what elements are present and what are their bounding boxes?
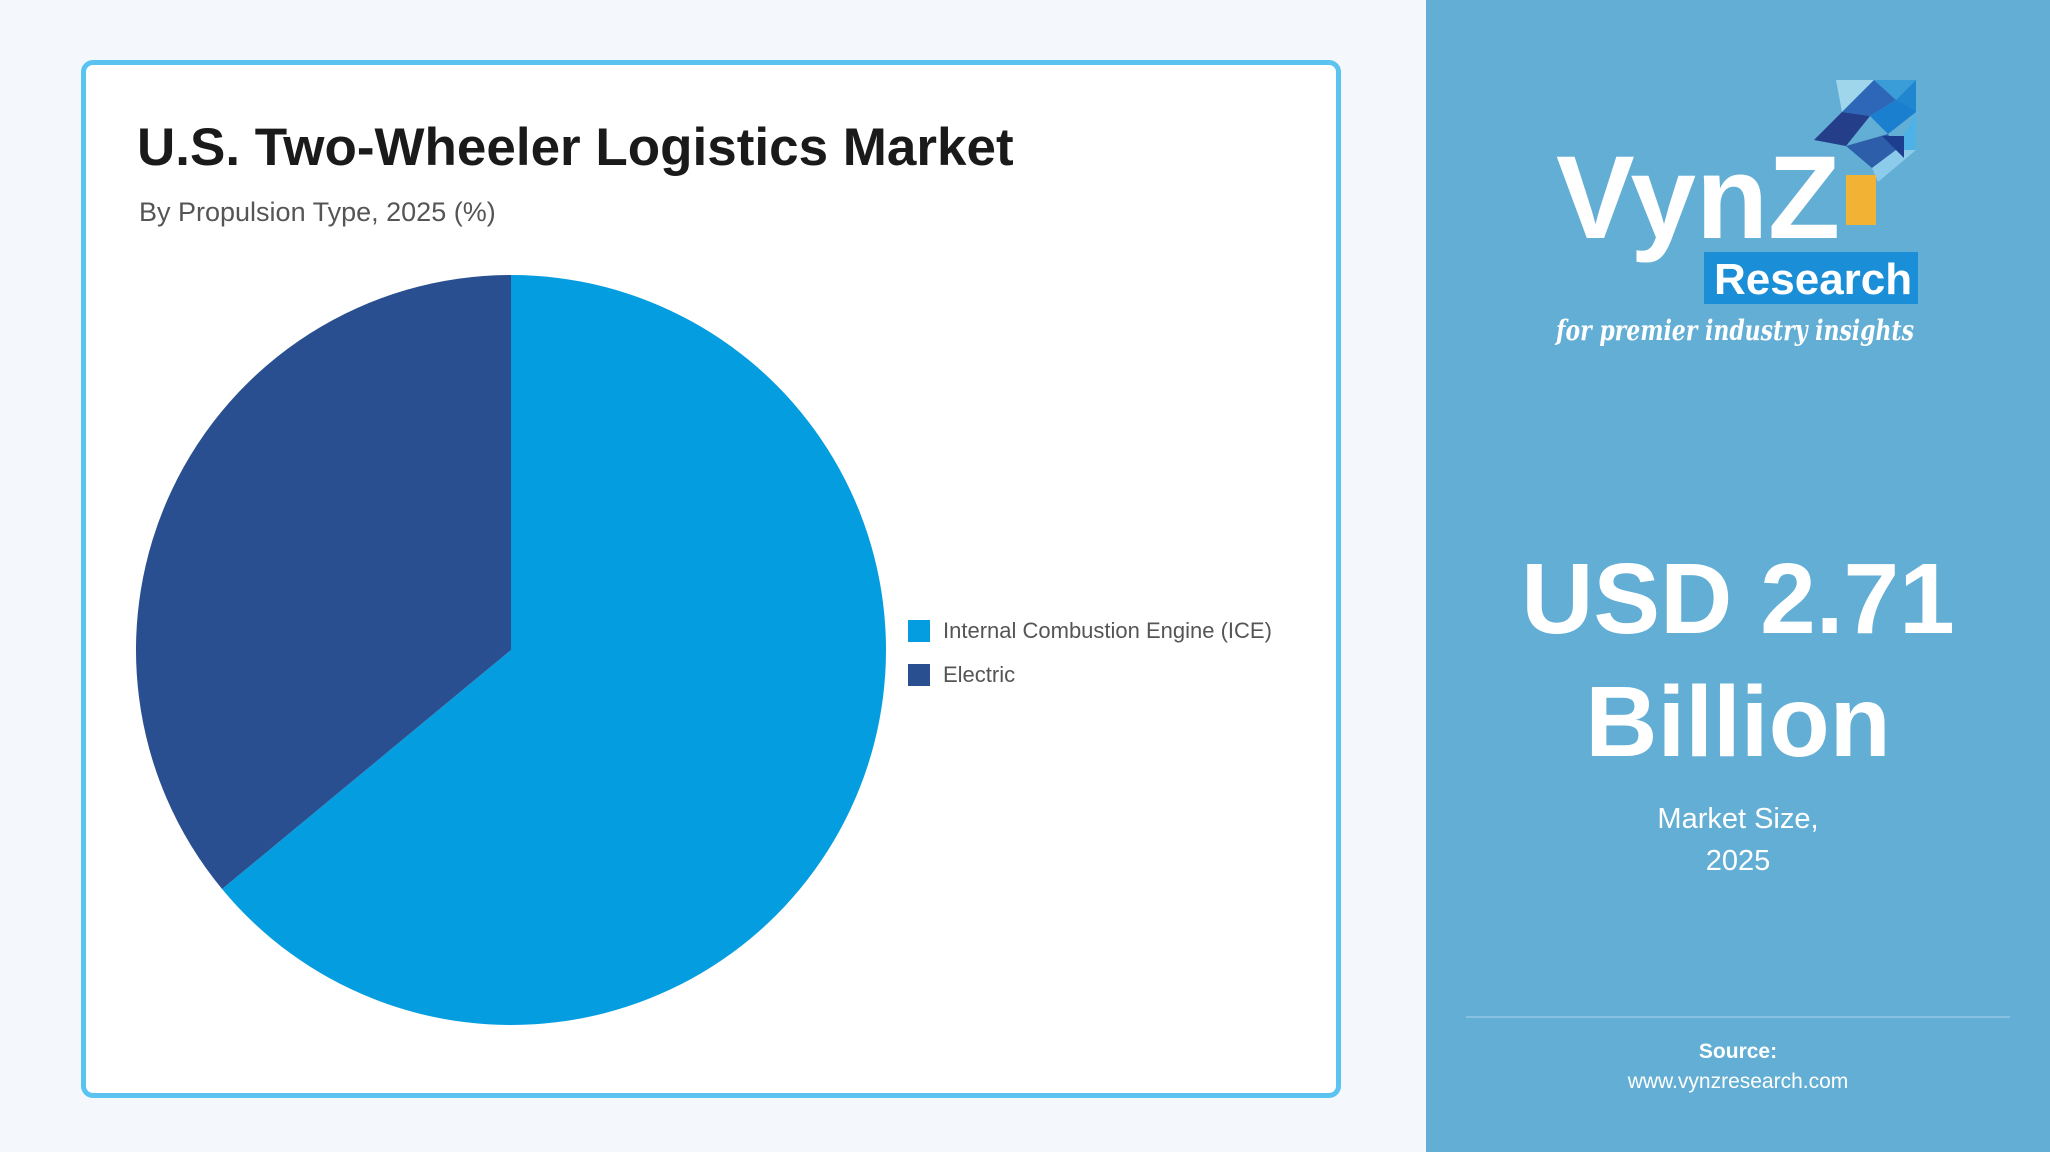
source-label: Source:: [1698, 1040, 1778, 1063]
pie-slice-electric: [136, 275, 511, 890]
chart-title: U.S. Two-Wheeler Logistics Market: [137, 118, 1014, 177]
market-size-value: USD 2.71 Billion: [1426, 538, 2050, 784]
market-size-label-line1: Market Size,: [1657, 803, 1819, 835]
vynz-research-logo: VynZ Research for premier industry insig…: [1554, 80, 1918, 347]
chart-subtitle: By Propulsion Type, 2025 (%): [139, 197, 496, 227]
summary-panel: VynZ Research for premier industry insig…: [1426, 0, 2050, 1152]
chart-legend: Internal Combustion Engine (ICE) Electric: [908, 618, 1272, 687]
market-size-label: Market Size, 2025: [1426, 798, 2050, 882]
legend-label-ice: Internal Combustion Engine (ICE): [943, 618, 1272, 643]
logo-research-text: Research: [1714, 255, 1912, 304]
pie-slices: [136, 275, 886, 1025]
legend-swatch-ice: [908, 620, 930, 642]
logo-mosaic-icon: [1814, 80, 1916, 225]
chart-card: U.S. Two-Wheeler Logistics Market By Pro…: [81, 60, 1341, 1098]
logo-tagline: for premier industry insights: [1554, 314, 1914, 347]
legend-label-electric: Electric: [943, 662, 1015, 687]
market-size-value-line2: Billion: [1585, 666, 1891, 778]
market-size-value-line1: USD 2.71: [1521, 543, 1955, 655]
source-url: www.vynzresearch.com: [1627, 1070, 1849, 1093]
pie-chart: Internal Combustion Engine (ICE) Electric: [136, 275, 1272, 1025]
market-size-label-line2: 2025: [1705, 845, 1771, 877]
source-divider: [1466, 1016, 2010, 1018]
legend-swatch-electric: [908, 664, 930, 686]
logo-wordmark: VynZ: [1556, 132, 1840, 264]
pie-slice-ice: [222, 275, 886, 1025]
logo-research-bg: [1704, 252, 1918, 304]
